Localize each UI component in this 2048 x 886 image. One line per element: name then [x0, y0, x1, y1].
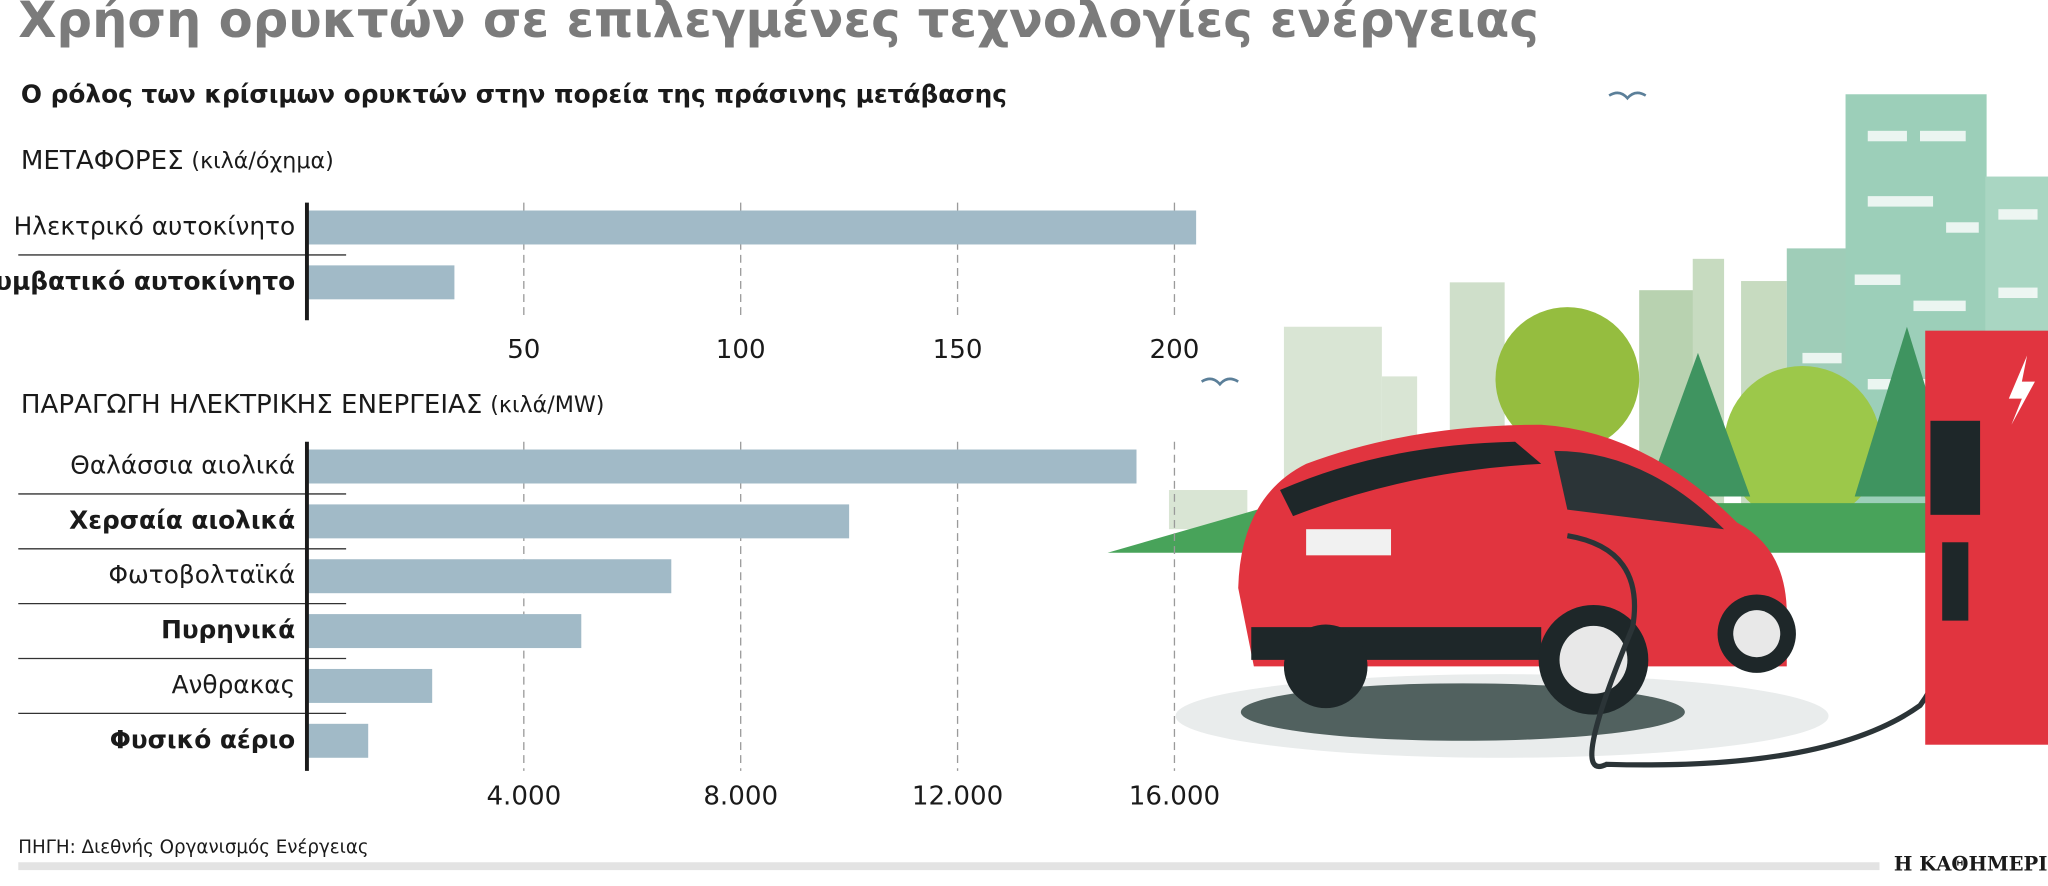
category-label: Θαλάσσια αιολικά	[70, 451, 295, 480]
source: ΠΗΓΗ: Διεθνής Οργανισμός Ενέργειας	[18, 837, 368, 858]
bar	[306, 449, 1137, 484]
x-tick-label: 12.000	[912, 781, 1003, 811]
section-name: ΜΕΤΑΦΟΡΕΣ	[21, 145, 184, 175]
title: Χρήση ορυκτών σε επιλεγμένες τεχνολογίες…	[18, 0, 1538, 49]
section-unit: (κιλά/MW)	[490, 392, 604, 418]
x-tick-label: 8.000	[703, 781, 778, 811]
x-tick-label: 4.000	[486, 781, 561, 811]
section-title: ΜΕΤΑΦΟΡΕΣ (κιλά/όχημα)	[21, 145, 334, 175]
x-tick-label: 16.000	[1129, 781, 1220, 811]
brand: Η ΚΑΘΗΜΕΡΙΝΗ	[1894, 852, 2048, 875]
chart: ΜΕΤΑΦΟΡΕΣ (κιλά/όχημα) 50 100 150 200 Ηλεκτρικ…	[0, 145, 1199, 364]
footer-rule	[18, 862, 1880, 871]
category-label: Φωτοβολταϊκά	[108, 560, 295, 589]
bar	[306, 559, 672, 594]
category-label: Φυσικό αέριο	[110, 725, 295, 754]
bar	[306, 265, 455, 300]
bar	[306, 614, 582, 649]
chart: ΠΑΡΑΓΩΓΗ ΗΛΕΚΤΡΙΚΗΣ ΕΝΕΡΓΕΙΑΣ (κιλά/MW) 4.…	[18, 390, 1220, 811]
category-label: Ηλεκτρικό αυτοκίνητο	[14, 211, 296, 240]
x-tick-label: 150	[933, 335, 983, 365]
x-tick-label: 50	[507, 335, 540, 365]
x-tick-label: 100	[716, 335, 766, 365]
category-label: Ανθρακας	[172, 670, 296, 699]
section-unit: (κιλά/όχημα)	[191, 147, 333, 173]
category-label: Πυρηνικά	[161, 615, 295, 644]
x-tick-label: 200	[1150, 335, 1200, 365]
bar	[306, 504, 850, 539]
charts: ΜΕΤΑΦΟΡΕΣ (κιλά/όχημα) 50 100 150 200 Ηλεκτρικ…	[0, 145, 1220, 811]
category-label: Χερσαία αιολικά	[69, 505, 295, 534]
bar	[306, 668, 433, 703]
category-label: Συμβατικό αυτοκίνητο	[0, 266, 295, 295]
section-name: ΠΑΡΑΓΩΓΗ ΗΛΕΚΤΡΙΚΗΣ ΕΝΕΡΓΕΙΑΣ	[21, 390, 483, 420]
illustration	[1107, 91, 2048, 769]
bar	[306, 723, 369, 758]
bar	[306, 210, 1197, 245]
section-title: ΠΑΡΑΓΩΓΗ ΗΛΕΚΤΡΙΚΗΣ ΕΝΕΡΓΕΙΑΣ (κιλά/MW)	[21, 390, 605, 420]
subtitle: Ο ρόλος των κρίσιμων ορυκτών στην πορεία…	[21, 80, 1007, 109]
